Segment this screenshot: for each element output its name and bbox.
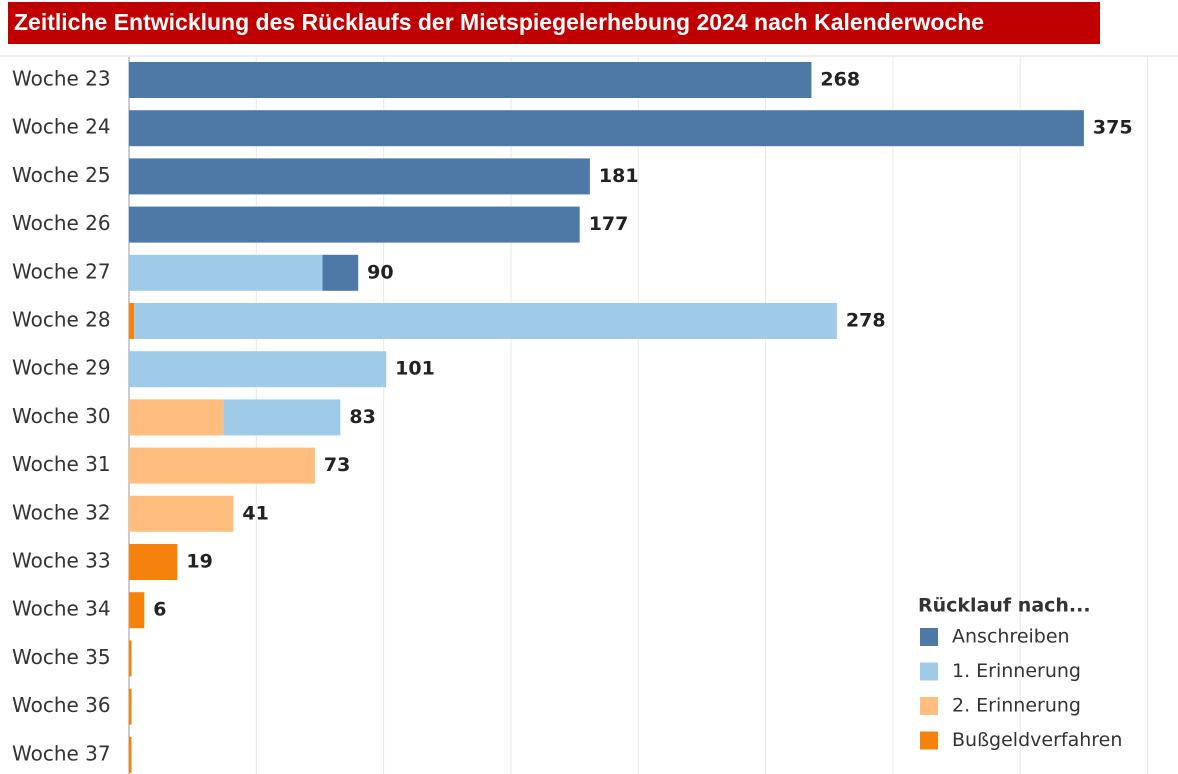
data-label: 268 bbox=[820, 69, 860, 91]
bar-segment bbox=[129, 399, 224, 436]
y-tick-label: Woche 30 bbox=[12, 404, 111, 428]
y-tick-label: Woche 29 bbox=[12, 356, 111, 380]
legend-title: Rücklauf nach... bbox=[918, 595, 1091, 617]
y-tick-label: Woche 34 bbox=[12, 597, 111, 621]
data-label: 41 bbox=[242, 502, 268, 524]
bar-segment bbox=[223, 399, 341, 436]
data-label: 278 bbox=[846, 310, 886, 332]
legend-label: 1. Erinnerung bbox=[952, 660, 1081, 682]
y-tick-label: Woche 23 bbox=[12, 67, 111, 91]
bar-segment bbox=[129, 254, 323, 291]
data-label: 375 bbox=[1093, 117, 1133, 139]
bar-segment bbox=[129, 495, 234, 532]
data-label: 83 bbox=[349, 406, 375, 428]
bar-segment bbox=[129, 640, 132, 677]
y-tick-label: Woche 32 bbox=[12, 500, 111, 524]
y-tick-label: Woche 26 bbox=[12, 211, 111, 235]
bar-segment bbox=[134, 303, 837, 339]
data-label: 181 bbox=[599, 165, 639, 187]
legend-label: 2. Erinnerung bbox=[952, 695, 1081, 717]
bar-segment bbox=[129, 62, 812, 98]
legend-swatch bbox=[920, 628, 938, 646]
bar-segment bbox=[129, 158, 590, 195]
data-label: 19 bbox=[186, 551, 212, 573]
bar-segment bbox=[129, 447, 315, 484]
data-label: 73 bbox=[324, 454, 350, 476]
legend-label: Bußgeldverfahren bbox=[952, 729, 1122, 751]
legend-swatch bbox=[920, 697, 938, 715]
data-label: 177 bbox=[589, 213, 629, 235]
legend-swatch bbox=[920, 731, 938, 750]
y-tick-label: Woche 33 bbox=[12, 549, 111, 573]
data-label: 101 bbox=[395, 358, 435, 380]
bar-segment bbox=[129, 688, 132, 725]
y-tick-label: Woche 24 bbox=[12, 115, 111, 139]
y-tick-label: Woche 31 bbox=[12, 452, 111, 476]
y-tick-label: Woche 37 bbox=[12, 741, 111, 765]
bar-segment bbox=[322, 254, 359, 291]
y-tick-label: Woche 36 bbox=[12, 693, 111, 717]
bar-segment bbox=[129, 110, 1084, 147]
bar-segment bbox=[129, 736, 132, 773]
data-label: 90 bbox=[367, 261, 393, 283]
bar-segment bbox=[129, 206, 580, 243]
data-label: 6 bbox=[153, 599, 166, 621]
y-tick-label: Woche 35 bbox=[12, 645, 111, 669]
bar-segment bbox=[129, 351, 387, 388]
title-banner bbox=[8, 2, 1100, 44]
bar-segment bbox=[129, 544, 178, 580]
legend-swatch bbox=[920, 662, 938, 681]
bar-segment bbox=[129, 303, 135, 339]
bar-segment bbox=[129, 592, 145, 629]
chart-title: Zeitliche Entwicklung des Rücklaufs der … bbox=[14, 9, 984, 35]
y-tick-label: Woche 28 bbox=[12, 308, 111, 332]
y-tick-label: Woche 27 bbox=[12, 259, 111, 283]
y-tick-label: Woche 25 bbox=[12, 163, 111, 187]
legend-label: Anschreiben bbox=[952, 626, 1070, 648]
